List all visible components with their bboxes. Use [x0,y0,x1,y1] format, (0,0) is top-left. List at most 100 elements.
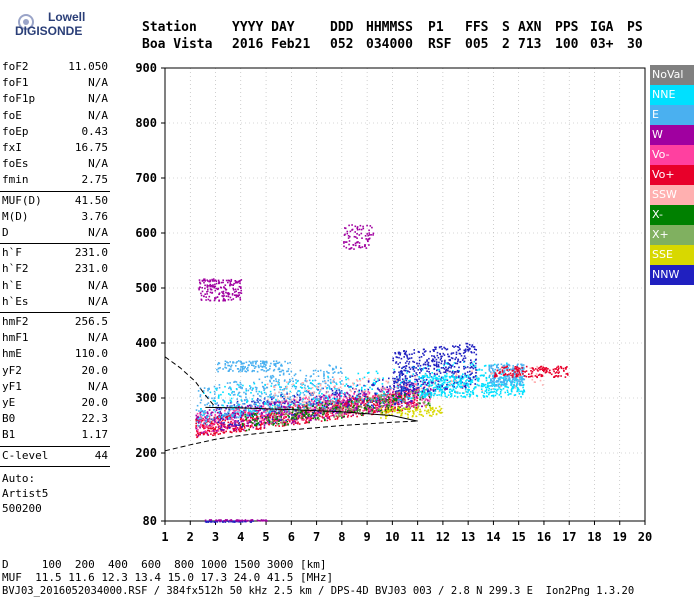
echo-point [212,426,215,429]
echo-point [313,400,316,402]
echo-point [203,414,205,416]
echo-point [455,391,458,393]
echo-point [441,389,444,391]
echo-point [203,410,205,413]
echo-point [268,423,270,426]
echo-point [413,400,415,403]
echo-point [297,410,300,413]
echo-point [515,368,517,370]
echo-point [411,400,413,402]
echo-point [216,431,218,434]
echo-point [469,362,472,364]
echo-point [330,394,333,397]
echo-point [382,379,384,381]
echo-point [495,381,497,383]
echo-point [363,393,366,395]
echo-point [297,401,300,404]
echo-point [199,414,202,417]
echo-point [367,390,370,393]
echo-point [240,413,243,415]
echo-point [346,416,349,418]
echo-point [393,393,395,396]
echo-point [499,392,502,395]
echo-point [210,427,212,430]
echo-point [222,399,224,401]
echo-point [427,384,430,387]
echo-point [263,403,266,405]
echo-point [235,406,237,408]
echo-point [295,399,298,402]
echo-point [238,409,241,412]
echo-point [245,393,247,396]
echo-point [362,413,364,416]
echo-point [485,390,488,392]
echo-point [419,367,421,370]
echo-point [334,409,336,411]
param-value: 22.3 [81,412,109,426]
echo-point [455,351,458,354]
echo-point [285,387,288,390]
echo-point [498,383,501,385]
echo-point [200,408,202,410]
echo-point [446,348,449,350]
echo-point [459,353,462,355]
echo-point [348,407,350,409]
hdr-ffs-label: FFS [465,20,489,35]
echo-point [411,382,413,384]
echo-point [483,365,486,367]
echo-point [217,423,219,426]
echo-point [508,375,510,377]
echo-point [400,414,402,417]
echo-point [425,406,427,409]
echo-point [443,387,445,389]
echo-point [380,387,383,389]
echo-point [276,382,279,384]
echo-point [366,404,368,406]
echo-point [304,378,307,380]
echo-point [231,390,234,393]
echo-point [428,402,431,405]
echo-point [510,388,513,391]
echo-point [419,408,421,411]
echo-point [378,401,381,404]
echo-point [484,390,487,392]
echo-point [244,430,247,432]
echo-point [492,371,495,373]
echo-point [273,414,275,417]
echo-point [260,423,262,426]
echo-point [292,406,294,409]
echo-point [322,387,324,390]
echo-point [419,398,421,401]
echo-point [407,381,409,384]
echo-point [312,398,315,400]
echo-point [277,424,279,426]
echo-point [262,422,264,424]
echo-point [230,397,233,400]
echo-point [274,384,277,386]
echo-point [481,385,484,387]
echo-point [276,416,279,418]
echo-point [402,397,405,400]
echo-point [325,406,328,408]
echo-point [502,377,504,379]
hdr-ps-value: 30 [627,37,643,52]
echo-point [411,353,413,355]
echo-point [324,395,327,398]
echo-point [454,362,457,365]
echo-point [285,419,287,422]
echo-point [475,353,478,356]
echo-point [521,375,523,377]
echo-point [209,424,211,426]
echo-point [427,368,430,370]
echo-point [367,388,370,391]
echo-point [331,389,334,392]
echo-point [292,380,294,383]
echo-point [336,409,338,412]
echo-point [234,429,236,431]
echo-point [264,387,266,390]
echo-point [385,415,387,418]
echo-point [397,403,400,406]
echo-point [470,345,473,348]
echo-point [274,421,277,424]
echo-point [333,403,336,406]
